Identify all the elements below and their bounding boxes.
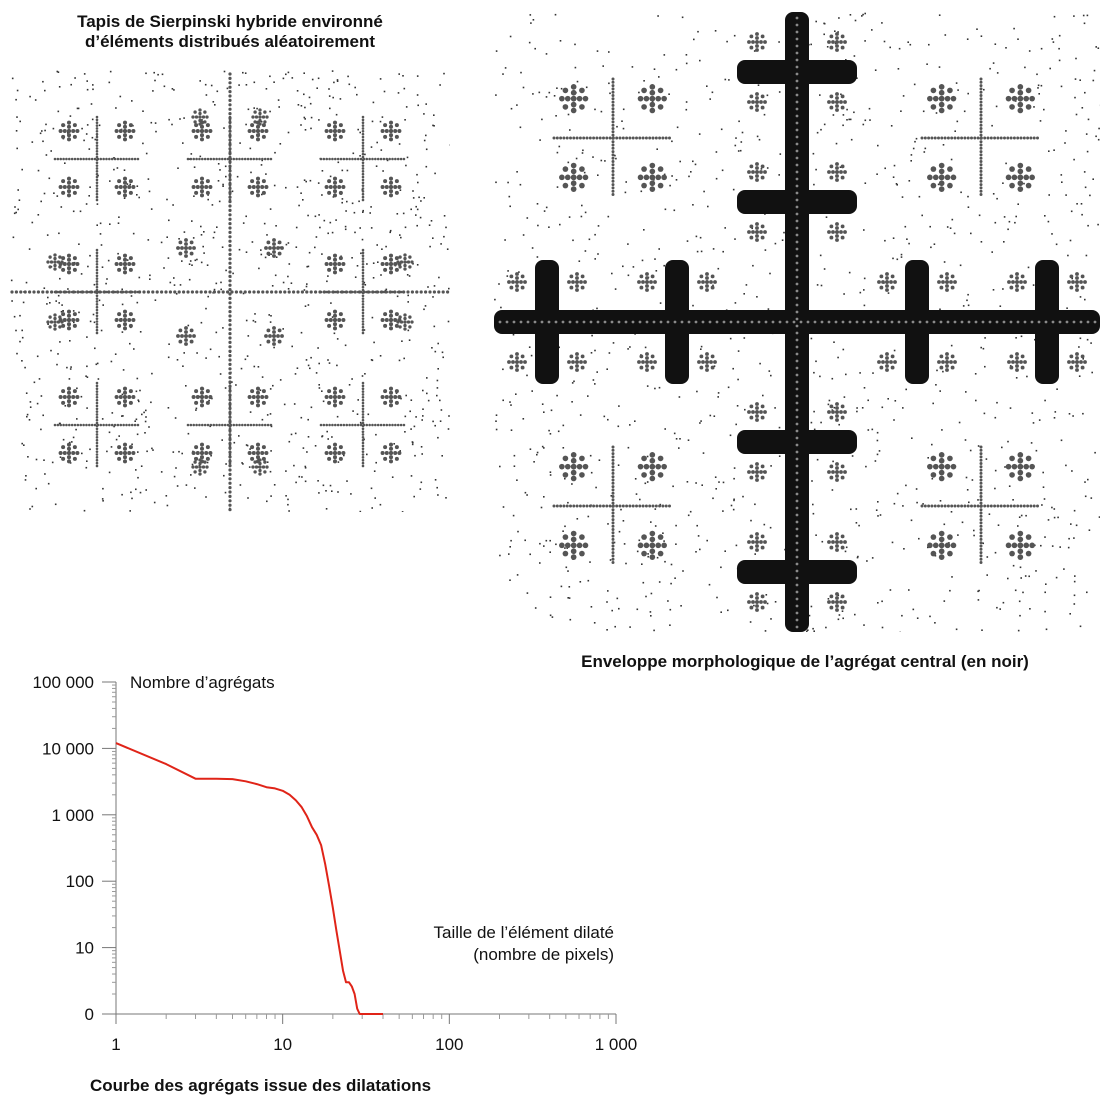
arm-stars <box>507 32 1087 612</box>
chart-caption: Courbe des agrégats issue des dilatation… <box>90 1076 432 1095</box>
y-tick-label: 1 000 <box>51 806 94 825</box>
right-figure-caption: Enveloppe morphologique de l’agrégat cen… <box>581 652 1029 671</box>
y-tick-label: 10 <box>75 939 94 958</box>
y-axis-label: Nombre d’agrégats <box>130 673 275 692</box>
sierpinski-fractal <box>10 72 450 512</box>
sierpinski-carpet-figure <box>10 70 450 512</box>
morphological-envelope-figure <box>494 12 1100 632</box>
central-aggregate-envelope <box>494 12 1100 632</box>
aggregate-curve-chart: 0 10 100 1 000 10 000 100 000 1 10 100 1 000 Nombr… <box>33 673 638 1054</box>
x-tick-label: 1 000 <box>595 1035 638 1054</box>
y-tick-label: 100 000 <box>33 673 94 692</box>
y-tick-label: 0 <box>85 1005 94 1024</box>
aggregate-count-line <box>115 742 383 1015</box>
dilated-fractal <box>552 77 1039 564</box>
x-tick-label: 1 <box>111 1035 120 1054</box>
y-tick-label: 10 000 <box>42 739 94 758</box>
y-tick-label: 100 <box>66 872 94 891</box>
x-tick-label: 100 <box>435 1035 463 1054</box>
x-tick-label: 10 <box>273 1035 292 1054</box>
envelope-texture <box>498 16 1097 629</box>
x-axis-label-line: (nombre de pixels) <box>473 945 614 964</box>
left-figure-caption: Tapis de Sierpinski hybride environné d’… <box>10 12 450 52</box>
left-caption-line-1: Tapis de Sierpinski hybride environné <box>77 12 383 31</box>
x-axis-label-line: Taille de l’élément dilaté <box>434 923 615 942</box>
left-caption-line-2: d’éléments distribués aléatoirement <box>84 32 376 51</box>
